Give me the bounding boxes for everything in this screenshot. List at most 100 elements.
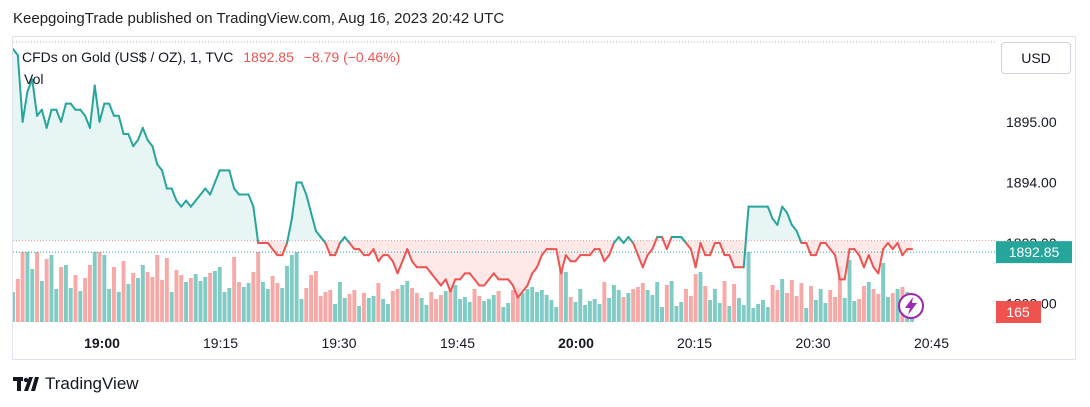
volume-bar	[414, 293, 419, 322]
volume-bar	[13, 292, 15, 322]
volume-bar	[660, 307, 664, 322]
price-line-segment	[300, 181, 308, 196]
price-line-segment	[93, 84, 101, 123]
price-line-segment	[449, 278, 457, 293]
volume-bar	[443, 291, 448, 322]
price-line-segment	[771, 217, 779, 226]
price-line-segment	[531, 266, 539, 275]
volume-bar	[126, 284, 131, 322]
volume-bar	[313, 271, 318, 322]
price-line-segment	[406, 248, 414, 263]
price-line-segment	[829, 248, 837, 257]
volume-bar	[482, 301, 487, 322]
volume-indicator-label[interactable]: Vol	[24, 71, 44, 87]
price-line-segment	[636, 254, 644, 269]
price-line-segment	[324, 242, 332, 257]
price-line-segment	[55, 108, 63, 123]
volume-bar	[602, 282, 607, 322]
lightning-icon[interactable]	[898, 293, 924, 319]
volume-bar	[780, 279, 785, 322]
price-line-segment	[882, 242, 889, 251]
volume-bar	[607, 298, 612, 322]
volume-bar	[179, 275, 184, 322]
volume-bar	[111, 267, 116, 322]
volume-bar	[804, 308, 809, 322]
volume-bar	[684, 289, 689, 322]
price-line-segment	[632, 242, 639, 257]
last-price-tag-text: 1892.85	[1009, 244, 1060, 260]
price-line-segment	[877, 248, 885, 275]
price-line-segment	[617, 235, 625, 245]
price-line-segment	[886, 242, 894, 251]
volume-bar	[761, 300, 765, 322]
price-line-segment	[271, 248, 279, 257]
price-line-segment	[603, 254, 611, 263]
price-line-segment	[459, 272, 466, 281]
tradingview-brand[interactable]: TradingView	[13, 374, 139, 394]
volume-bar	[520, 293, 525, 322]
currency-button[interactable]: USD	[1001, 42, 1071, 74]
price-line-segment	[348, 242, 356, 251]
price-line-segment	[439, 278, 447, 287]
price-line-segment	[699, 242, 707, 257]
price-line-segment	[411, 260, 418, 269]
price-line-segment	[853, 248, 861, 257]
volume-bar	[722, 281, 727, 322]
price-line-segment	[98, 102, 106, 123]
price-line-segment	[492, 272, 500, 281]
price-line-segment	[867, 254, 875, 269]
price-line-segment	[358, 248, 365, 257]
volume-bar	[131, 273, 136, 322]
price-line-segment	[641, 254, 649, 269]
volume-bar	[198, 281, 203, 322]
volume-bar	[390, 291, 395, 322]
price-line-segment	[401, 248, 409, 263]
volume-bar	[49, 255, 54, 322]
price-line-segment	[483, 278, 490, 287]
price-line-segment	[79, 108, 87, 117]
price-line-segment	[661, 235, 668, 251]
price-line-segment	[372, 248, 380, 263]
volume-bar	[765, 307, 770, 322]
volume-bar	[309, 275, 314, 322]
price-line-segment	[367, 248, 375, 257]
volume-bar	[15, 279, 20, 322]
volume-bar	[150, 277, 155, 322]
volume-bar	[107, 289, 112, 322]
volume-bar	[352, 290, 357, 322]
price-line-segment	[896, 242, 904, 257]
volume-bar	[121, 261, 126, 322]
legend-last-price: 1892.85	[243, 49, 294, 65]
volume-bar	[155, 255, 160, 322]
volume-bar	[847, 260, 852, 322]
volume-bar	[136, 278, 140, 322]
price-line-segment	[627, 235, 635, 245]
price-line-segment	[574, 254, 582, 263]
price-line-segment	[665, 235, 673, 251]
price-line-segment	[685, 242, 692, 251]
price-line-segment	[862, 254, 870, 269]
volume-bar	[236, 282, 241, 322]
x-axis-label: 19:00	[84, 335, 120, 351]
x-axis-label: 20:45	[914, 335, 949, 351]
volume-bar	[559, 267, 564, 322]
price-line-segment	[790, 223, 798, 232]
volume-bar	[323, 292, 328, 322]
volume-bar	[424, 305, 429, 322]
volume-bar	[506, 303, 511, 322]
volume-bar	[698, 272, 703, 322]
volume-bar	[304, 288, 309, 322]
volume-bar	[890, 293, 895, 322]
price-line-segment	[127, 132, 135, 148]
brand-name: TradingView	[45, 374, 139, 393]
price-line-segment	[805, 242, 813, 257]
volume-bar	[59, 267, 64, 322]
volume-bar	[169, 292, 174, 322]
volume-bar	[664, 285, 669, 322]
volume-bar	[472, 289, 477, 322]
volume-bar	[525, 289, 530, 322]
price-line-segment	[252, 205, 260, 245]
volume-bar	[491, 295, 496, 322]
volume-bar	[539, 290, 544, 322]
